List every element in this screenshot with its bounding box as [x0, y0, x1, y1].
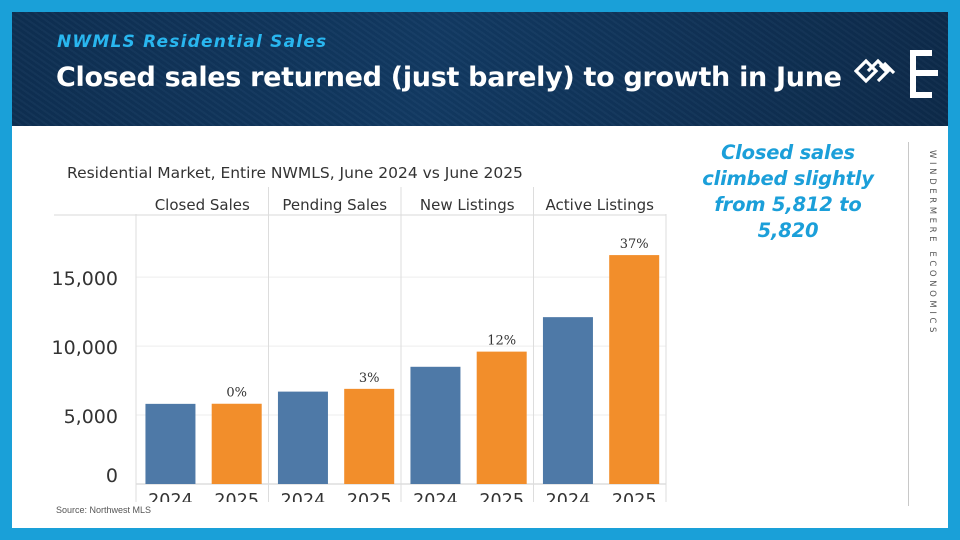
bar [609, 255, 659, 484]
page-title: Closed sales returned (just barely) to g… [56, 62, 842, 93]
windermere-e-logo-icon [908, 48, 940, 100]
bar [410, 367, 460, 484]
bar [278, 392, 328, 484]
side-label-text: WINDERMERE ECONOMICS [927, 150, 937, 336]
slide: NWMLS Residential Sales Closed sales ret… [12, 12, 948, 528]
side-label: WINDERMERE ECONOMICS [926, 150, 940, 375]
panel-header: Active Listings [546, 196, 655, 214]
x-tick-label: 2025 [214, 491, 259, 502]
x-tick-label: 2024 [546, 491, 591, 502]
panel-header: New Listings [420, 196, 515, 214]
header-kicker: NWMLS Residential Sales [57, 32, 327, 52]
data-label: 0% [226, 386, 247, 401]
x-tick-label: 2025 [612, 491, 657, 502]
data-label: 37% [620, 237, 649, 252]
bar [543, 317, 593, 484]
y-tick-label: 0 [106, 465, 118, 487]
bar [477, 352, 527, 484]
side-divider [908, 142, 909, 506]
panel-header: Closed Sales [155, 196, 250, 214]
bar [145, 404, 195, 484]
y-tick-label: 5,000 [64, 406, 118, 428]
panel-header: Pending Sales [282, 196, 387, 214]
bar [212, 404, 262, 484]
x-tick-label: 2024 [281, 491, 326, 502]
data-label: 12% [487, 334, 516, 349]
source-note: Source: Northwest MLS [56, 505, 151, 515]
bar [344, 389, 394, 484]
data-label: 3% [359, 371, 380, 386]
x-tick-label: 2025 [347, 491, 392, 502]
callout-text: Closed sales climbed slightly from 5,812… [688, 140, 888, 244]
chart-title: Residential Market, Entire NWMLS, June 2… [67, 164, 523, 182]
x-tick-label: 2025 [479, 491, 524, 502]
windermere-w-logo-icon [854, 56, 896, 86]
y-tick-label: 10,000 [52, 337, 118, 359]
header-banner: NWMLS Residential Sales Closed sales ret… [12, 12, 948, 126]
y-tick-label: 15,000 [52, 268, 118, 290]
x-tick-label: 2024 [413, 491, 458, 502]
bar-chart: Residential Market, Entire NWMLS, June 2… [32, 142, 682, 502]
x-tick-label: 2024 [148, 491, 193, 502]
